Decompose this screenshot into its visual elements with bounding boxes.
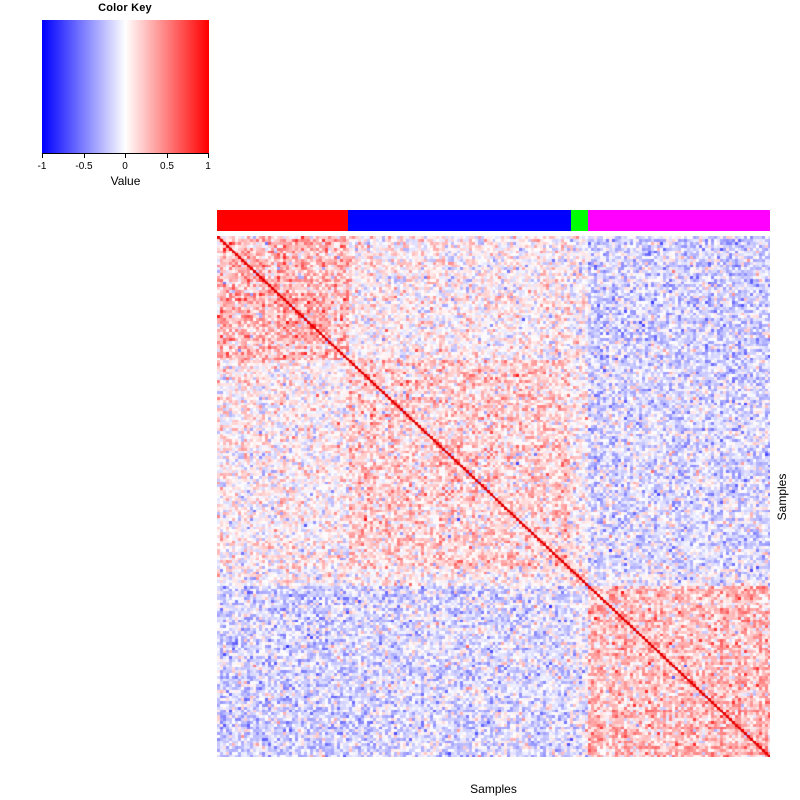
color-key-title: Color Key [98, 2, 152, 14]
color-key-tick-label: 0.5 [160, 161, 174, 172]
color-key-tick-label: -0.5 [75, 161, 93, 172]
color-key-tick [208, 153, 209, 158]
color-key-tick-label: -1 [37, 161, 47, 172]
color-key-axis [42, 153, 209, 159]
column-color-band-cluster-3 [570, 210, 588, 231]
correlation-heatmap [217, 236, 770, 757]
column-color-band-cluster-4 [587, 210, 770, 231]
color-key-tick [167, 153, 168, 158]
color-key-tick [42, 153, 43, 158]
y-axis-label: Samples [771, 236, 792, 757]
color-key-tick [125, 153, 126, 158]
column-side-color-bar [217, 210, 770, 231]
color-key-value-label: Value [110, 174, 141, 188]
y-axis-label-text: Samples [774, 473, 789, 520]
column-color-band-cluster-1 [217, 210, 348, 231]
x-axis-label: Samples [470, 782, 517, 796]
color-key-tick-label: 0 [122, 161, 128, 172]
column-color-band-cluster-2 [348, 210, 571, 231]
color-key: Color Key Value -1 -0.5 0 0.5 1 [0, 0, 250, 200]
color-key-tick-label: 1 [205, 161, 211, 172]
color-key-tick [84, 153, 85, 158]
color-key-gradient [42, 20, 209, 153]
color-key-gradient-canvas [42, 20, 209, 153]
heatmap-panel [217, 236, 770, 757]
